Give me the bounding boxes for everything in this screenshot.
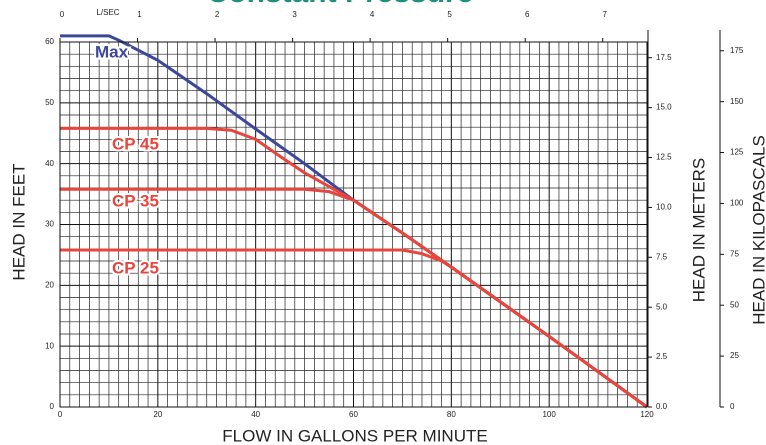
x2-tick-label: 7 [603, 10, 608, 19]
y3-tick-label: 75 [730, 249, 739, 258]
x-tick-label: 100 [542, 410, 556, 419]
series-label: CP 45 [112, 134, 159, 153]
y3-tick-label: 150 [730, 97, 744, 106]
y-axis-label: HEAD IN FEET [9, 163, 28, 280]
y-tick-label: 60 [45, 37, 54, 46]
x-tick-label: 20 [153, 410, 162, 419]
y2-tick-label: 12.5 [656, 153, 672, 162]
chart-title: Constant Pressure [207, 0, 474, 9]
series-label: Max [95, 42, 129, 61]
series-label: CP 35 [112, 191, 159, 210]
x-tick-label: 0 [58, 410, 63, 419]
y3-tick-label: 125 [730, 148, 744, 157]
y2-tick-label: 7.5 [656, 252, 668, 261]
x2-tick-label: 3 [292, 10, 297, 19]
x2-tick-label: 0 [60, 10, 65, 19]
series-label: CP 25 [112, 258, 159, 277]
x2-axis-label: L/SEC [96, 8, 119, 17]
y2-tick-label: 17.5 [656, 53, 672, 62]
x2-tick-label: 4 [370, 10, 375, 19]
y-tick-label: 40 [45, 159, 54, 168]
y3-tick-label: 0 [730, 402, 735, 411]
y2-tick-label: 10.0 [656, 203, 672, 212]
y3-tick-label: 175 [730, 46, 744, 55]
plot-frame [59, 41, 648, 408]
y-tick-label: 50 [45, 98, 54, 107]
y-tick-label: 30 [45, 220, 54, 229]
y3-tick-label: 50 [730, 300, 739, 309]
y-tick-label: 10 [45, 341, 54, 350]
y3-tick-label: 25 [730, 351, 739, 360]
x2-tick-label: 2 [215, 10, 220, 19]
series-line [60, 248, 648, 409]
x-tick-label: 80 [447, 410, 456, 419]
x-tick-label: 120 [640, 410, 654, 419]
y3-tick-label: 100 [730, 199, 744, 208]
x-axis-label: FLOW IN GALLONS PER MINUTE [222, 426, 487, 445]
y2-tick-label: 15.0 [656, 103, 672, 112]
y3-axis-label: HEAD IN KILOPASCALS [749, 135, 766, 325]
x2-tick-label: 1 [137, 10, 142, 19]
y-tick-label: 0 [50, 402, 55, 411]
x2-tick-label: 6 [525, 10, 530, 19]
y2-tick-label: 0.0 [656, 402, 668, 411]
y2-axis-label: HEAD IN METERS [689, 158, 708, 303]
x-tick-label: 60 [349, 410, 358, 419]
x-tick-label: 40 [251, 410, 260, 419]
y2-tick-label: 2.5 [656, 352, 668, 361]
y2-tick-label: 5.0 [656, 302, 668, 311]
y-tick-label: 20 [45, 280, 54, 289]
x2-tick-label: 5 [447, 10, 452, 19]
